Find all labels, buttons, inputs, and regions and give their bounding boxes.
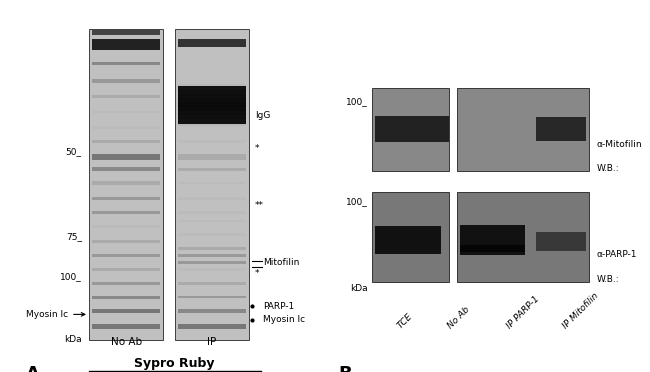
Text: No Ab: No Ab bbox=[446, 305, 471, 330]
Bar bbox=[177, 90, 246, 93]
Bar bbox=[177, 247, 246, 250]
Bar bbox=[177, 84, 246, 88]
Bar bbox=[177, 103, 246, 107]
Bar bbox=[177, 120, 246, 123]
Bar bbox=[177, 282, 246, 285]
Bar bbox=[177, 154, 246, 160]
Bar bbox=[92, 30, 161, 35]
Text: A: A bbox=[26, 365, 40, 372]
Text: α-Mitofilin: α-Mitofilin bbox=[597, 140, 643, 149]
Text: Mitofilin: Mitofilin bbox=[263, 258, 300, 267]
Bar bbox=[92, 62, 161, 65]
Bar bbox=[92, 211, 161, 214]
Text: B: B bbox=[338, 365, 352, 372]
Bar bbox=[177, 167, 246, 171]
Bar bbox=[177, 39, 246, 46]
Bar bbox=[460, 225, 525, 255]
Text: PARP-1: PARP-1 bbox=[263, 302, 294, 311]
Text: IP Mitofilin: IP Mitofilin bbox=[561, 291, 601, 330]
Bar bbox=[92, 254, 161, 257]
Bar bbox=[177, 219, 246, 222]
Bar bbox=[177, 324, 246, 329]
Bar bbox=[175, 29, 249, 340]
Bar bbox=[92, 295, 161, 299]
Bar bbox=[177, 122, 246, 126]
Bar bbox=[372, 88, 448, 171]
Bar bbox=[177, 117, 246, 121]
Bar bbox=[177, 93, 246, 96]
Text: No Ab: No Ab bbox=[111, 337, 142, 347]
Text: IP PARP-1: IP PARP-1 bbox=[505, 294, 541, 330]
Bar bbox=[92, 140, 161, 143]
Bar bbox=[177, 140, 246, 143]
Text: kDa: kDa bbox=[350, 284, 368, 293]
Bar bbox=[92, 95, 161, 98]
Bar bbox=[177, 197, 246, 200]
Bar bbox=[92, 167, 161, 171]
Text: Myosin Ic: Myosin Ic bbox=[26, 310, 85, 319]
Text: IP: IP bbox=[207, 337, 216, 347]
Text: **: ** bbox=[255, 201, 264, 210]
Bar bbox=[177, 98, 246, 102]
Bar bbox=[177, 182, 246, 184]
Bar bbox=[92, 197, 161, 200]
Text: 75_: 75_ bbox=[66, 232, 82, 241]
Bar bbox=[177, 86, 246, 124]
Bar bbox=[376, 116, 441, 142]
Text: 100_: 100_ bbox=[60, 272, 82, 281]
Bar bbox=[177, 234, 246, 236]
Text: *: * bbox=[255, 144, 259, 153]
Text: IgG: IgG bbox=[255, 111, 270, 120]
Bar bbox=[92, 154, 161, 160]
Bar bbox=[92, 240, 161, 243]
Bar bbox=[177, 114, 246, 118]
Bar bbox=[92, 181, 161, 185]
Bar bbox=[92, 42, 161, 50]
Bar bbox=[405, 116, 448, 142]
Bar bbox=[92, 282, 161, 285]
Bar bbox=[376, 226, 441, 254]
Bar bbox=[92, 126, 161, 129]
Bar bbox=[92, 79, 161, 83]
Bar bbox=[177, 261, 246, 264]
Bar bbox=[177, 309, 246, 312]
Bar bbox=[92, 324, 161, 329]
Bar bbox=[177, 296, 246, 298]
Bar bbox=[92, 309, 161, 313]
Text: Myosin Ic: Myosin Ic bbox=[263, 315, 305, 324]
Bar bbox=[177, 211, 246, 214]
Bar bbox=[460, 245, 525, 252]
Bar bbox=[92, 225, 161, 228]
Bar bbox=[177, 101, 246, 104]
Text: 50_: 50_ bbox=[66, 147, 82, 156]
Text: Sypro Ruby: Sypro Ruby bbox=[135, 357, 215, 370]
Bar bbox=[177, 254, 246, 257]
Text: 100_: 100_ bbox=[346, 97, 368, 106]
Bar bbox=[177, 106, 246, 109]
Bar bbox=[536, 117, 586, 141]
Bar bbox=[92, 110, 161, 113]
Bar bbox=[177, 87, 246, 90]
Bar bbox=[456, 192, 589, 282]
Bar bbox=[177, 268, 246, 271]
Bar bbox=[536, 232, 586, 251]
Bar bbox=[92, 268, 161, 271]
Bar bbox=[92, 39, 161, 46]
Bar bbox=[177, 112, 246, 115]
Text: α-PARP-1: α-PARP-1 bbox=[597, 250, 638, 259]
Text: TCE: TCE bbox=[396, 311, 415, 330]
Text: *: * bbox=[255, 269, 259, 278]
Bar bbox=[456, 88, 589, 171]
Bar bbox=[177, 95, 246, 99]
Text: 100_: 100_ bbox=[346, 198, 368, 206]
Bar bbox=[372, 192, 448, 282]
Bar bbox=[177, 109, 246, 112]
Bar bbox=[89, 29, 163, 340]
Text: W.B.:: W.B.: bbox=[597, 164, 619, 173]
Text: W.B.:: W.B.: bbox=[597, 275, 619, 283]
Text: kDa: kDa bbox=[64, 335, 82, 344]
